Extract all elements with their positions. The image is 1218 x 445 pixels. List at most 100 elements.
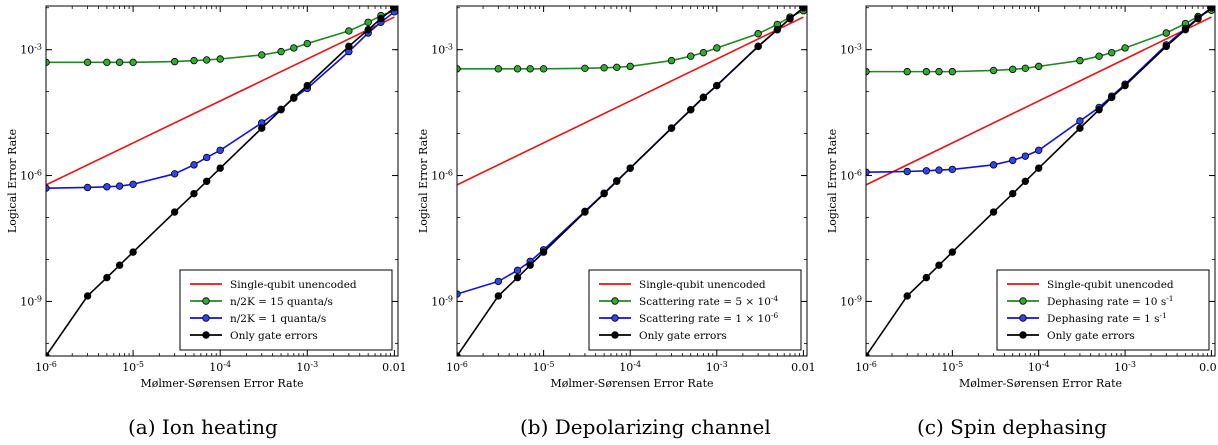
y-tick-label: 10-3	[431, 43, 453, 57]
data-point-noise_high	[713, 44, 721, 52]
y-tick-label: 10-6	[431, 169, 453, 183]
legend: Single-qubit unencoded n/2K = 15 quanta/s…	[179, 269, 393, 351]
legend-label: Single-qubit unencoded	[230, 279, 357, 291]
data-point-noise_high	[170, 57, 179, 66]
data-point-gate_only	[494, 292, 503, 300]
data-point-noise_high	[922, 67, 931, 76]
data-point-gate_only	[667, 124, 676, 132]
data-point-gate_only	[290, 93, 298, 102]
data-point-noise_low	[922, 167, 931, 175]
data-point-noise_high	[258, 51, 266, 59]
data-point-gate_only	[345, 42, 353, 51]
y-axis-label: Logical Error Rate	[417, 129, 430, 233]
chart-panel-a: 10-6 10-5 10-4 10-3 0.01 10-9 10-6 10-3 Mølmer-S…	[6, 5, 407, 390]
data-point-gate_only	[1181, 25, 1190, 34]
data-point-noise_high	[203, 56, 211, 64]
data-point-noise_high	[626, 62, 634, 71]
data-point-gate_only	[581, 208, 589, 216]
data-point-gate_only	[258, 124, 266, 132]
data-point-gate_only	[170, 208, 179, 216]
data-point-noise_high	[699, 48, 708, 57]
data-point-noise_high	[83, 58, 92, 67]
chart-panel-b: 10-6 10-5 10-4 10-3 0.01 10-9 10-6 10-3 Mølmer-S…	[417, 5, 816, 390]
legend-marker-noise_low	[202, 314, 210, 322]
data-point-gate_only	[1107, 93, 1116, 102]
data-point-gate_only	[103, 273, 111, 282]
data-point-gate_only	[786, 14, 794, 23]
x-tick-label: 10-5	[122, 360, 144, 374]
data-point-gate_only	[699, 93, 708, 102]
series-group	[457, 6, 807, 356]
data-point-gate_only	[613, 177, 621, 185]
data-point-gate_only	[364, 25, 372, 34]
data-point-noise_low	[989, 161, 998, 169]
data-point-gate_only	[948, 248, 957, 256]
data-point-noise_high	[989, 66, 998, 75]
data-point-noise_low	[83, 183, 92, 192]
legend-marker-noise_high	[611, 297, 619, 305]
data-point-gate_only	[754, 42, 762, 51]
data-point-gate_only	[539, 248, 548, 256]
data-point-gate_only	[83, 292, 92, 300]
data-point-noise_low	[103, 183, 111, 191]
data-point-noise_high	[1009, 65, 1017, 74]
data-point-noise_high	[539, 65, 548, 73]
series-line-noise_low	[46, 11, 395, 189]
caption-depolarizing-channel: (b) Depolarizing channel	[520, 415, 771, 439]
data-point-gate_only	[390, 6, 398, 12]
series-group	[46, 6, 398, 356]
y-tick-label: 10-9	[840, 294, 862, 308]
x-tick-label: 10-5	[533, 360, 555, 374]
legend-marker-noise_low	[1019, 314, 1027, 322]
data-point-noise_low	[513, 266, 522, 275]
series-line-noise_low	[457, 7, 804, 295]
data-point-gate_only	[799, 6, 807, 12]
x-tick-label: 0.01	[791, 361, 816, 374]
data-point-noise_low	[494, 277, 503, 286]
data-point-noise_high	[754, 30, 762, 38]
data-point-noise_low	[115, 182, 124, 190]
data-point-gate_only	[303, 81, 311, 90]
data-point-noise_low	[1009, 156, 1017, 165]
data-point-noise_high	[303, 39, 311, 48]
data-point-noise_high	[1121, 44, 1129, 52]
data-point-gate_only	[1095, 106, 1103, 114]
data-point-noise_high	[290, 44, 298, 52]
x-axis-label: Mølmer-Sørensen Error Rate	[550, 377, 713, 390]
series-line-noise_high	[457, 9, 804, 70]
data-point-gate_only	[1194, 14, 1202, 23]
data-point-noise_high	[115, 58, 124, 67]
plot-frame	[45, 5, 399, 357]
data-point-noise_high	[1162, 29, 1170, 37]
x-tick-label: 10-3	[296, 360, 318, 374]
series-line-unencoded	[457, 16, 804, 186]
series-line-noise_high	[46, 9, 395, 64]
y-axis-label: Logical Error Rate	[6, 129, 19, 233]
data-point-gate_only	[526, 261, 534, 269]
data-point-noise_low	[129, 180, 137, 188]
data-point-gate_only	[1076, 124, 1084, 132]
x-tick-label: 10-4	[619, 360, 641, 374]
legend-label: Dephasing rate = 1 s-1	[1047, 311, 1167, 325]
series-line-unencoded	[46, 16, 395, 186]
data-point-gate_only	[1121, 81, 1129, 90]
data-point-noise_high	[103, 58, 111, 67]
y-tick-label: 10-6	[840, 169, 862, 183]
data-point-noise_low	[948, 165, 957, 174]
data-point-noise_high	[613, 63, 621, 72]
data-point-gate_only	[922, 273, 931, 282]
x-tick-label: 0.01	[1199, 361, 1218, 374]
legend-label: Dephasing rate = 10 s-1	[1047, 294, 1174, 308]
data-point-noise_high	[345, 27, 353, 35]
legend-label: Only gate errors	[639, 330, 727, 342]
data-point-gate_only	[773, 25, 782, 34]
data-point-noise_high	[190, 56, 198, 65]
data-point-gate_only	[1021, 177, 1030, 185]
data-point-gate_only	[377, 14, 385, 23]
y-tick-label: 10-9	[431, 294, 453, 308]
data-point-noise_high	[216, 55, 224, 63]
data-point-noise_high	[1021, 64, 1030, 73]
x-tick-label: 10-6	[35, 360, 57, 374]
data-point-gate_only	[903, 292, 911, 300]
